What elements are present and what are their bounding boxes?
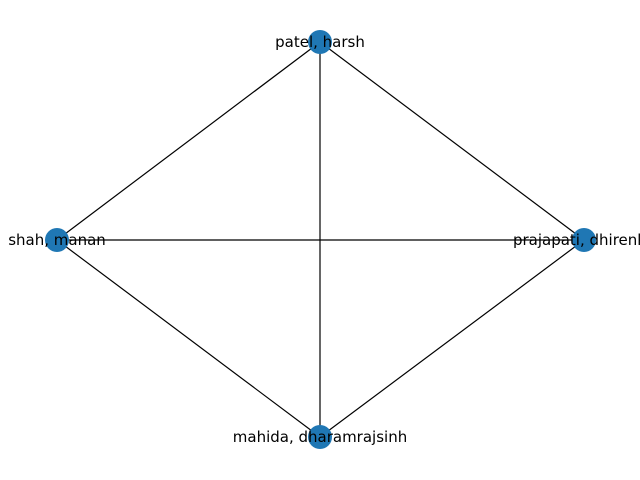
node-n1	[308, 30, 332, 54]
edge-n1-n3	[319, 41, 585, 241]
label-layer: patel, harsh shah, manan prajapati, dhiren…	[8, 33, 640, 446]
edge-n1-n2	[56, 41, 321, 241]
node-layer	[45, 30, 596, 449]
node-label-n3: prajapati, dhirenku	[513, 231, 640, 249]
node-label-n4: mahida, dharamrajsinh	[233, 428, 407, 446]
node-n2	[45, 228, 69, 252]
node-n3	[572, 228, 596, 252]
node-n4	[308, 425, 332, 449]
node-label-n2: shah, manan	[8, 231, 106, 249]
edge-n2-n4	[56, 239, 321, 438]
node-label-n1: patel, harsh	[275, 33, 365, 51]
edge-n3-n4	[319, 239, 585, 438]
edge-layer	[56, 41, 585, 438]
